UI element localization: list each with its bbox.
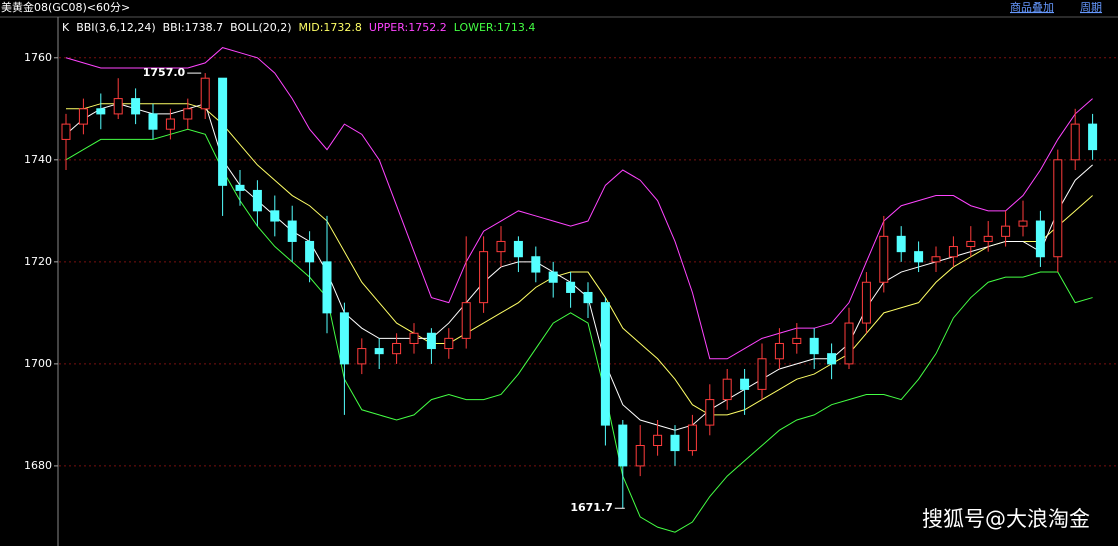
candle-body <box>1035 220 1045 258</box>
candle-body <box>183 108 193 120</box>
candle-body <box>896 235 906 253</box>
candle-body <box>200 77 210 110</box>
candle-body <box>1088 123 1098 151</box>
indicator-label: BOLL(20,2) <box>230 21 291 34</box>
indicator-line <box>66 103 1093 416</box>
indicator-label: UPPER:1752.2 <box>369 21 447 34</box>
indicator-line <box>65 128 1093 533</box>
indicator-label: LOWER:1713.4 <box>454 21 536 34</box>
candle-body <box>583 291 593 304</box>
candle-body <box>444 337 454 350</box>
candle-body <box>844 322 854 365</box>
candle-body <box>305 240 315 263</box>
candle-body <box>653 434 663 447</box>
candle-body <box>705 399 715 426</box>
watermark: 搜狐号@大浪淘金 <box>922 507 1090 531</box>
indicator-label: BBI:1738.7 <box>163 21 224 34</box>
candle-body <box>218 77 228 186</box>
candle-body <box>931 256 941 263</box>
candle-body <box>774 342 784 360</box>
candle-body <box>566 281 576 293</box>
candle-body <box>531 256 541 273</box>
candle-body <box>827 353 837 365</box>
indicator-label: MID:1732.8 <box>299 21 362 34</box>
chart-title: 美黄金08(GC08)<60分> <box>1 0 130 14</box>
candle-body <box>374 348 384 355</box>
candle-body <box>96 108 106 115</box>
candle-body <box>722 378 732 401</box>
candle-body <box>513 240 523 258</box>
candle-body <box>479 251 489 304</box>
candle-body <box>879 235 889 283</box>
candle-body <box>1001 225 1011 237</box>
candle-body <box>635 445 645 467</box>
candle-body <box>287 220 297 242</box>
candle-body <box>983 235 993 242</box>
candle-body <box>600 302 610 426</box>
candle-body <box>670 434 680 452</box>
indicator-label: K <box>62 21 70 34</box>
candle-body <box>409 332 419 344</box>
candle-body <box>757 358 767 390</box>
candle-body <box>461 302 471 339</box>
candle-body <box>165 118 175 130</box>
candle-body <box>339 312 349 365</box>
candle-body <box>392 342 402 355</box>
candle-body <box>148 113 158 130</box>
candle-body <box>809 337 819 355</box>
candle-body <box>426 332 436 350</box>
candle-body <box>861 281 871 324</box>
high-annotation: 1757.0 <box>143 66 186 79</box>
candle-body <box>496 240 506 253</box>
y-tick-label: 1680 <box>24 459 52 472</box>
candle-body <box>131 98 141 115</box>
candle-body <box>740 378 750 390</box>
y-tick-label: 1760 <box>24 51 52 64</box>
y-tick-label: 1700 <box>24 357 52 370</box>
candle-body <box>914 251 924 263</box>
y-tick-label: 1740 <box>24 153 52 166</box>
candle-body <box>270 210 280 222</box>
indicator-label: BBI(3,6,12,24) <box>76 21 155 34</box>
indicator-line <box>65 103 1093 431</box>
candle-body <box>1070 123 1080 161</box>
candle-body <box>235 184 245 191</box>
candle-body <box>113 98 123 115</box>
candle-body <box>687 424 697 452</box>
candle-body <box>322 261 332 314</box>
candle-body <box>357 348 367 365</box>
candle-body <box>948 246 958 258</box>
low-annotation: 1671.7 <box>570 501 612 514</box>
candle-body <box>252 189 262 212</box>
indicator-line <box>65 47 1093 360</box>
candle-body <box>1018 220 1028 227</box>
period-link[interactable]: 周期 <box>1080 1 1102 14</box>
candle-body <box>61 123 71 140</box>
candle-body <box>1053 159 1063 258</box>
candle-body <box>618 424 628 467</box>
candle-body <box>792 337 802 344</box>
candle-body <box>78 108 88 125</box>
candle-body <box>966 240 976 248</box>
y-tick-label: 1720 <box>24 255 52 268</box>
candle-body <box>548 271 558 283</box>
overlay-link[interactable]: 商品叠加 <box>1010 0 1054 14</box>
